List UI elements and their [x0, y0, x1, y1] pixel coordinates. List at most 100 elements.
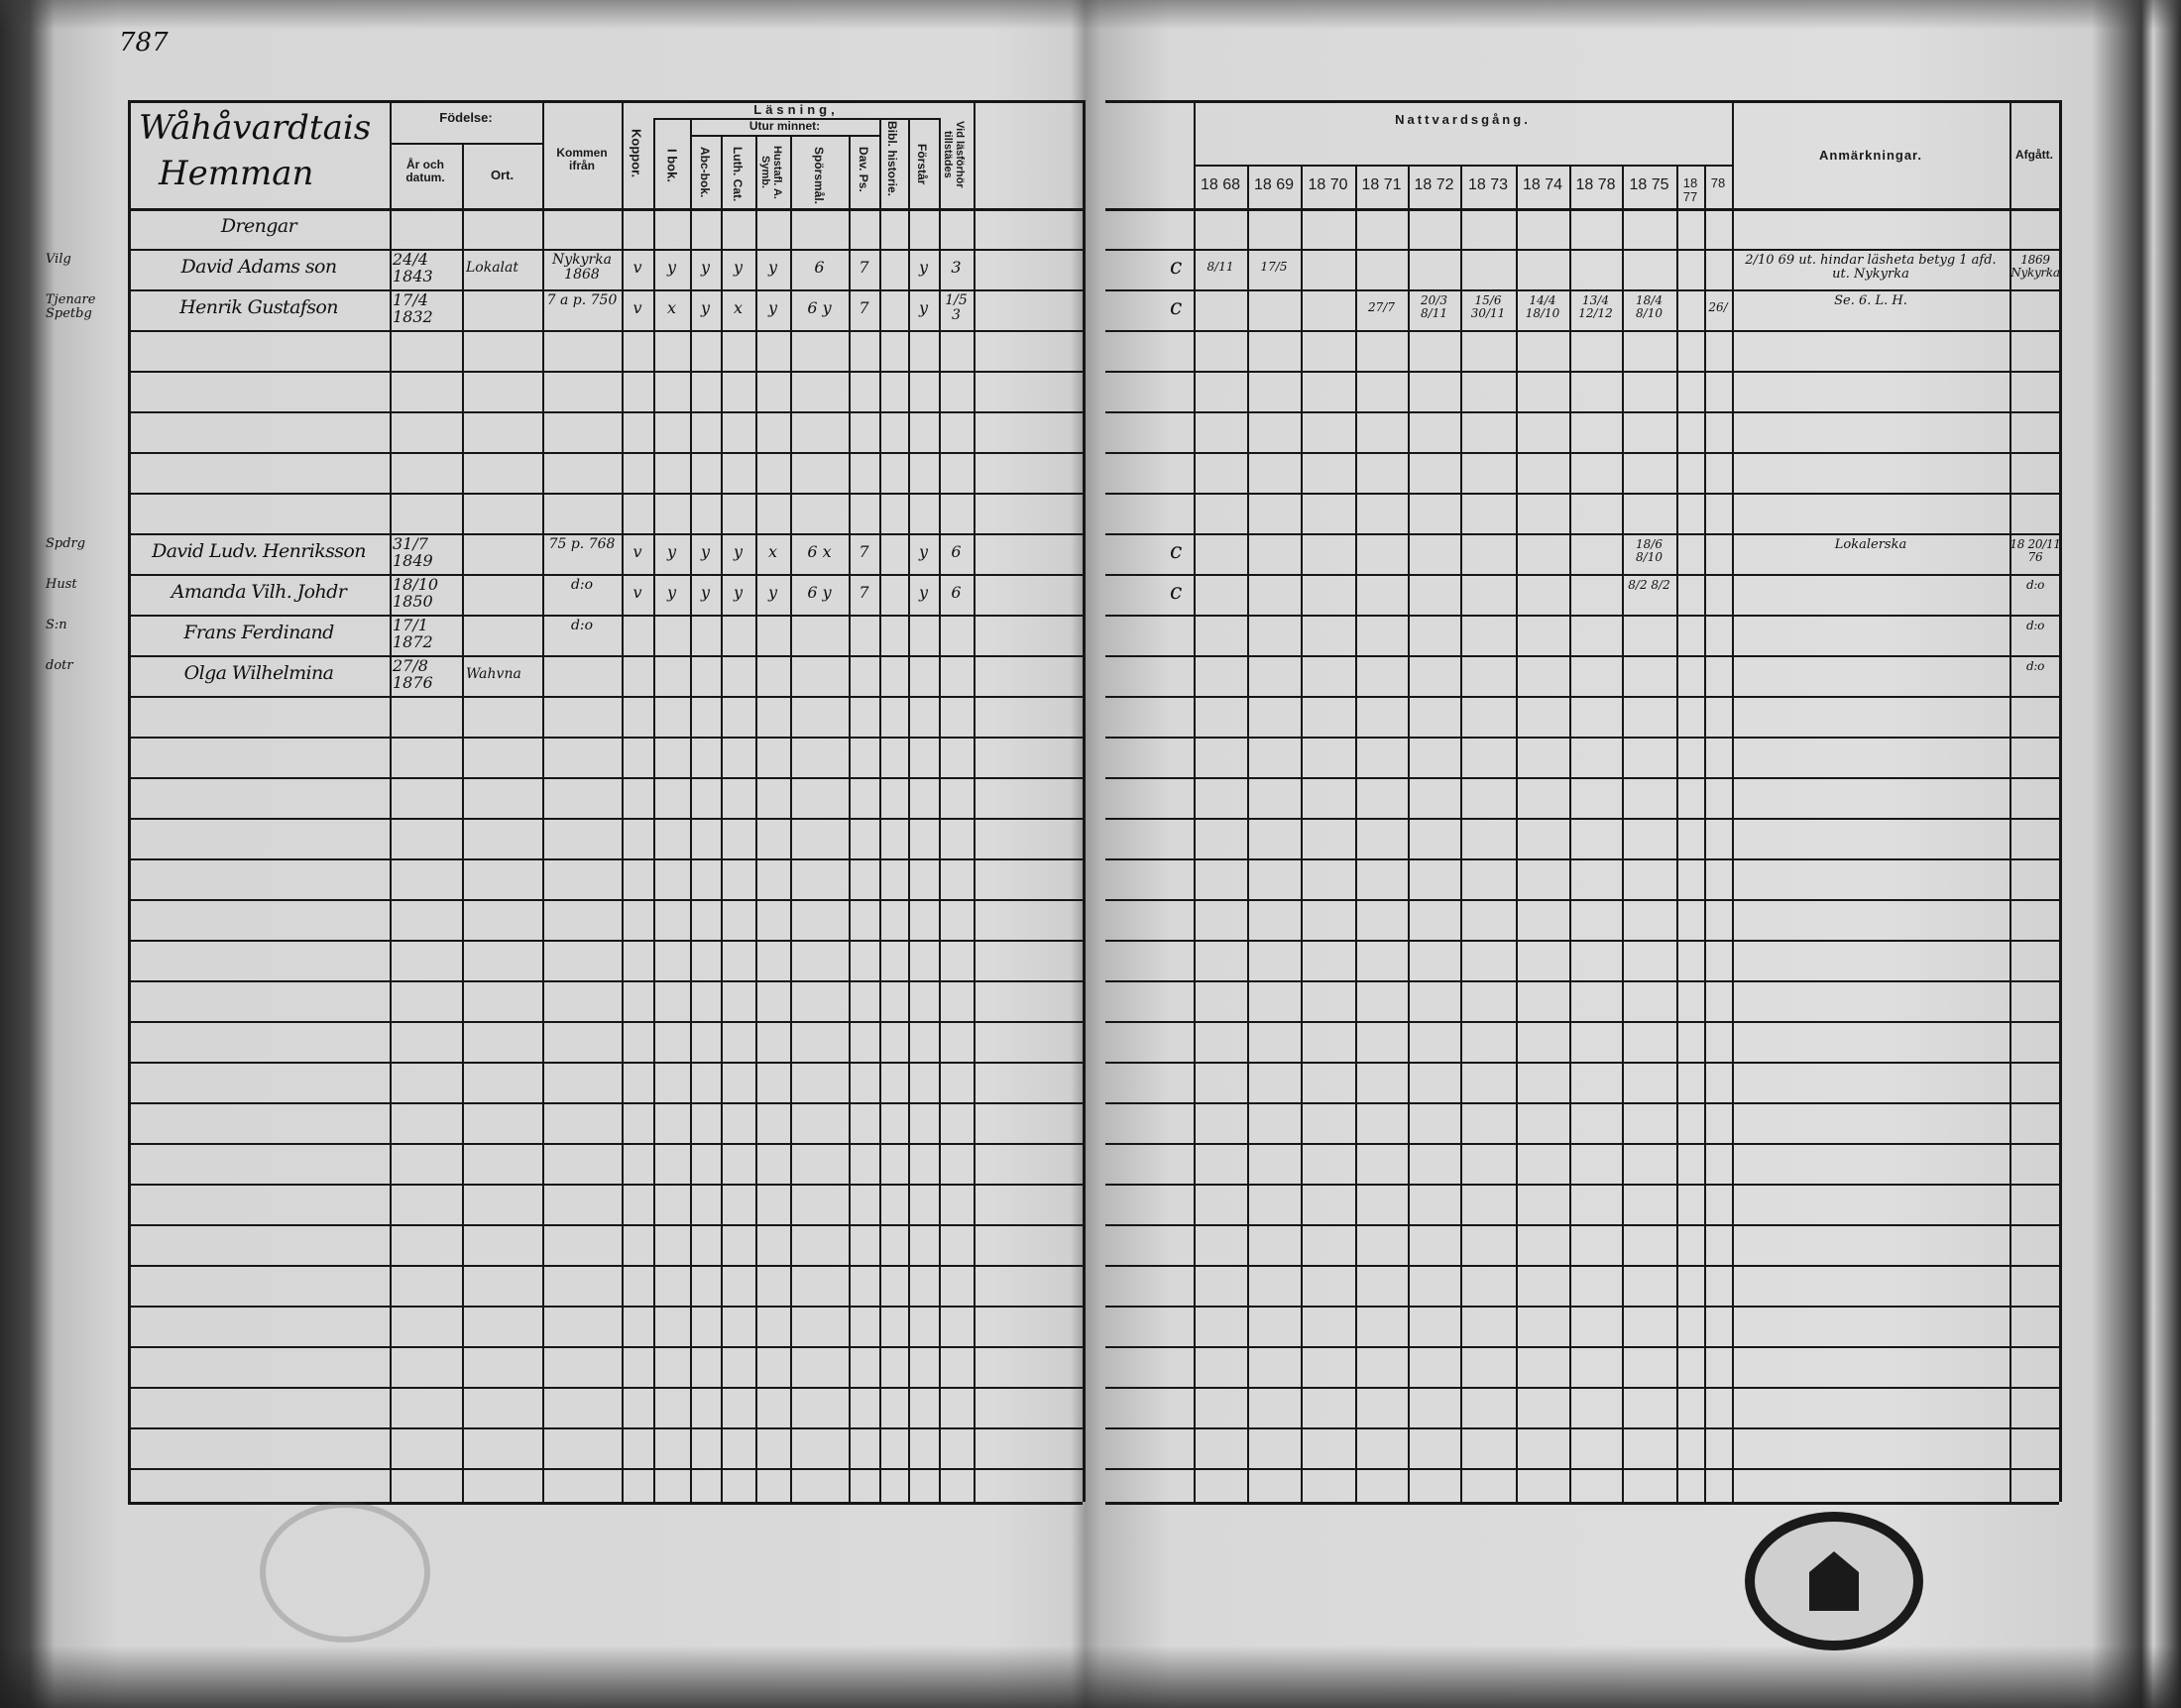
birth-place: Lokalat — [466, 260, 519, 276]
reading-mark-vid: 6 — [951, 542, 962, 561]
year-header: 18 77 — [1682, 175, 1698, 205]
communion-date: 20/3 8/11 — [1421, 293, 1447, 320]
row-rule — [1105, 533, 2059, 535]
row-rule — [1105, 1468, 2059, 1470]
year-header: 78 — [1710, 175, 1726, 190]
departed: 18 20/11 76 — [2009, 537, 2061, 564]
fodelse-rule — [390, 143, 542, 145]
column-rule — [1408, 165, 1410, 1502]
column-rule — [1516, 165, 1518, 1502]
header-lasning: Läsning, — [753, 102, 839, 117]
row-rule — [1105, 737, 2059, 739]
reading-mark-abc: y — [700, 298, 711, 317]
row-rule — [1105, 249, 2059, 251]
came-from: 7 a p. 750 — [546, 292, 618, 308]
column-rule — [622, 100, 624, 1502]
column-rule — [690, 118, 692, 1502]
nattvard-rule — [1194, 165, 1732, 167]
farm-title-line2: Hemman — [159, 154, 314, 193]
column-rule — [128, 100, 131, 1502]
row-rule — [1105, 574, 2059, 576]
reading-mark-luth: y — [733, 542, 744, 561]
row-rule — [1105, 1427, 2059, 1429]
header-bibl: Bibl. historie. — [885, 121, 900, 197]
header-fodelse: Födelse: — [439, 110, 493, 125]
reading-mark-kopp: v — [632, 542, 642, 561]
header-afgatt: Afgått. — [2015, 148, 2053, 162]
reading-mark-dav: 7 — [859, 258, 869, 277]
departed: d:o — [2025, 578, 2045, 592]
row-rule — [1105, 899, 2059, 901]
birth-place: Wahvna — [466, 666, 521, 682]
column-rule — [2009, 100, 2011, 1502]
margin-note: S:n — [46, 618, 67, 632]
reading-mark-forst: y — [918, 258, 929, 277]
departed: d:o — [2025, 659, 2045, 673]
row-rule — [128, 1427, 1083, 1429]
reading-mark-vid: 1/5 3 — [945, 292, 968, 323]
departed: d:o — [2025, 619, 2045, 632]
header-vid-lasforhor: Vid läsförhör tillstädes — [942, 121, 967, 188]
table-bottom-border — [128, 1502, 1083, 1505]
person-name: Henrik Gustafson — [179, 296, 338, 318]
year-header: 18 78 — [1575, 176, 1616, 193]
communion-date: 18/6 8/10 — [1636, 537, 1663, 564]
column-rule — [462, 143, 464, 1502]
lasning-rule — [653, 118, 939, 120]
row-rule — [1105, 980, 2059, 982]
page-number: 787 — [119, 28, 169, 57]
communion-date: 8/11 — [1206, 260, 1234, 274]
header-luth: Luth. Cat. — [731, 147, 746, 202]
row-rule — [128, 1102, 1083, 1104]
row-rule — [128, 655, 1083, 657]
communion-date: 14/4 18/10 — [1525, 293, 1560, 320]
church-icon — [1809, 1551, 1859, 1611]
reading-mark-hust: y — [767, 298, 778, 317]
departed: 1869 Nykyrka — [2010, 253, 2060, 280]
came-from: d:o — [570, 577, 594, 593]
row-rule — [128, 574, 1083, 576]
column-rule — [1460, 165, 1462, 1502]
reading-mark-spors: 6 x — [807, 542, 832, 561]
reading-mark-ibok: y — [666, 542, 677, 561]
reading-mark-vid: 6 — [951, 583, 962, 602]
row-rule — [128, 1468, 1083, 1470]
row-rule — [128, 289, 1083, 291]
column-rule — [1622, 165, 1624, 1502]
year-header: 18 68 — [1200, 176, 1241, 193]
header-ort: Ort. — [490, 168, 515, 182]
row-rule — [1105, 818, 2059, 820]
column-rule — [1355, 165, 1357, 1502]
year-header: 18 69 — [1253, 176, 1295, 193]
margin-mark: c — [1170, 539, 1183, 564]
reading-mark-ibok: x — [666, 298, 677, 317]
row-rule — [128, 1184, 1083, 1186]
row-rule — [1105, 1346, 2059, 1348]
row-rule — [128, 1143, 1083, 1145]
reading-mark-spors: 6 — [814, 258, 825, 277]
reading-mark-abc: y — [700, 583, 711, 602]
margin-mark: c — [1170, 255, 1183, 280]
row-rule — [128, 1265, 1083, 1267]
row-rule — [1105, 1143, 2059, 1145]
communion-date: 13/4 12/12 — [1578, 293, 1613, 320]
column-rule — [879, 118, 881, 1502]
margin-note: Vilg — [46, 252, 71, 267]
farm-title-line1: Wåhåvardtais — [139, 108, 372, 148]
row-rule — [1105, 1224, 2059, 1226]
row-rule — [128, 411, 1083, 413]
reading-mark-luth: x — [733, 298, 744, 317]
reading-mark-kopp: v — [632, 583, 642, 602]
reading-mark-spors: 6 y — [807, 583, 832, 602]
header-utur-minnet: Utur minnet: — [748, 119, 821, 133]
margin-mark: c — [1170, 580, 1183, 605]
margin-note: dotr — [46, 658, 73, 673]
reading-mark-kopp: v — [632, 298, 642, 317]
reading-mark-abc: y — [700, 542, 711, 561]
column-rule — [1194, 100, 1196, 1502]
column-rule — [974, 100, 976, 1502]
column-rule — [1301, 165, 1303, 1502]
page-shadow-top — [0, 0, 2181, 30]
column-rule — [939, 118, 941, 1502]
